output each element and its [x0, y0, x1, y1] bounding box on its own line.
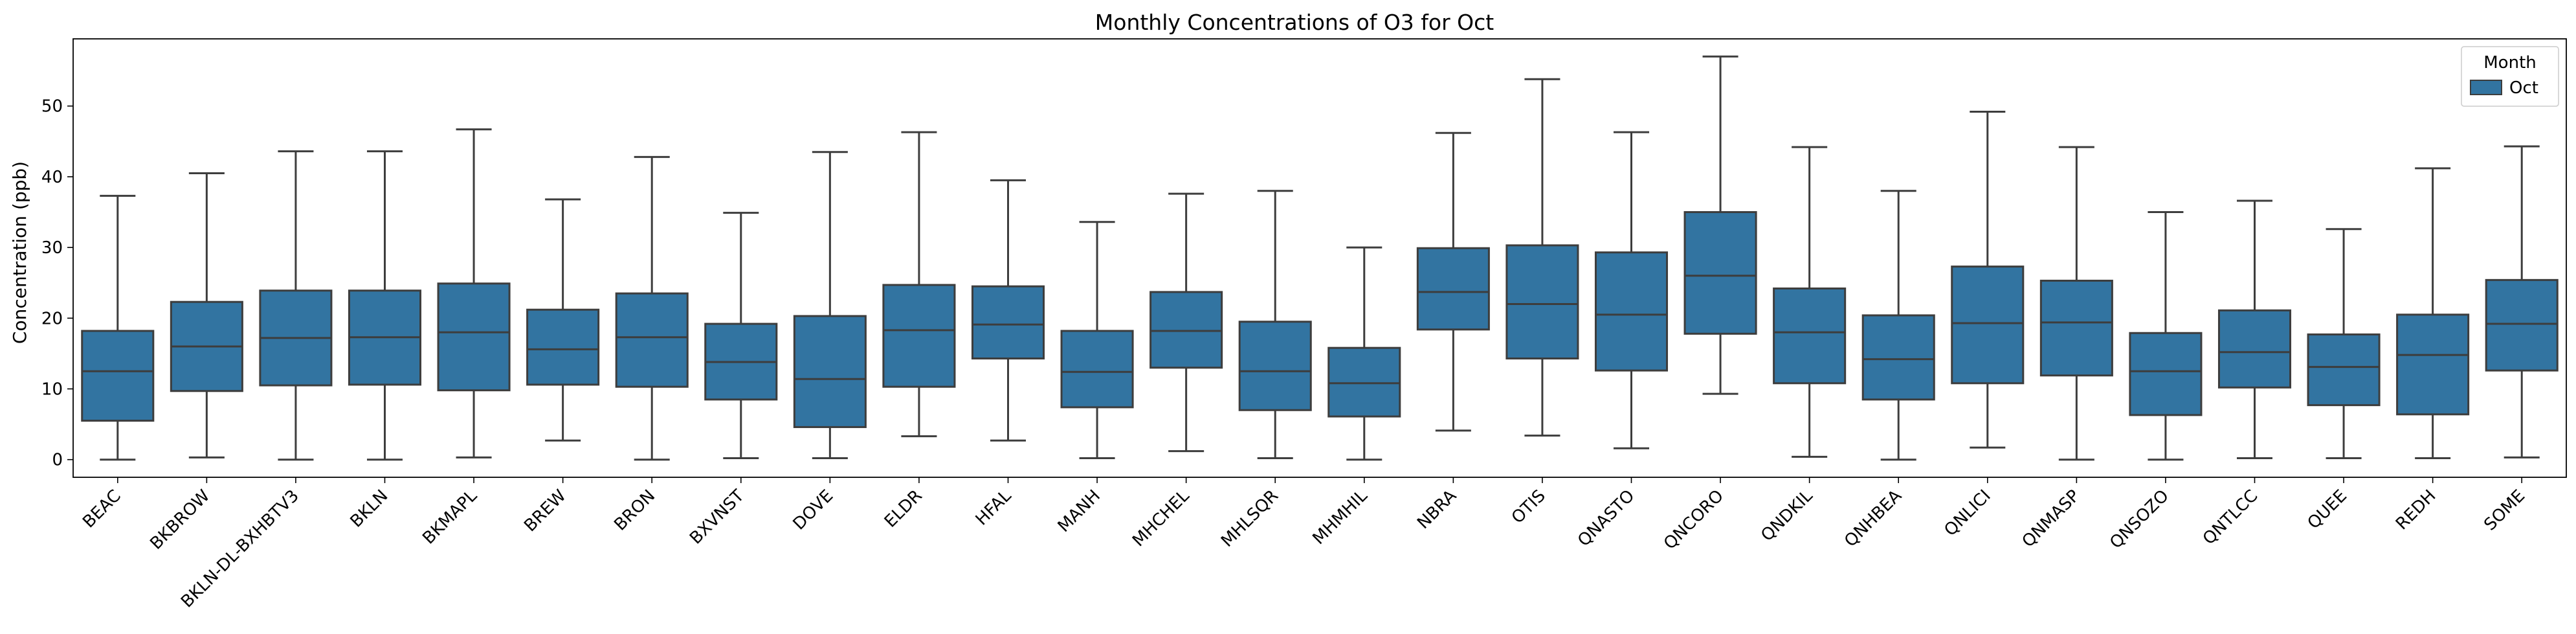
- x-tick-label: BKMAPL: [419, 486, 481, 548]
- iqr-box: [2307, 333, 2381, 407]
- box-bxvnst: [704, 212, 778, 460]
- x-tick-label: BRON: [610, 486, 659, 535]
- box-nbra: [1416, 131, 1490, 432]
- x-tick-label: MHLSQR: [1217, 486, 1282, 551]
- x-tick-label: BXVNST: [686, 486, 748, 549]
- box-qnsozo: [2129, 211, 2203, 461]
- iqr-box: [526, 308, 600, 386]
- iqr-box: [2217, 309, 2292, 389]
- iqr-box: [793, 315, 867, 428]
- y-tick-label: 30: [41, 238, 63, 258]
- x-tick-label: QNMASP: [2019, 486, 2084, 552]
- x-tick-label: REDH: [2392, 486, 2440, 534]
- box-qnhbea: [1861, 190, 1935, 461]
- y-tick-label: 0: [52, 451, 63, 470]
- box-eldr: [882, 131, 956, 438]
- iqr-box: [882, 284, 956, 388]
- x-tick-label: QNASTO: [1574, 486, 1638, 550]
- x-tick-label: DOVE: [790, 486, 838, 534]
- y-tick-label: 10: [41, 380, 63, 400]
- box-hfal: [971, 179, 1045, 442]
- iqr-box: [2039, 279, 2113, 377]
- iqr-box: [1416, 247, 1490, 331]
- iqr-box: [1238, 321, 1312, 411]
- box-mhlsqr: [1238, 190, 1312, 460]
- iqr-box: [1060, 330, 1134, 409]
- box-mhchel: [1149, 192, 1223, 453]
- box-manh: [1060, 221, 1134, 460]
- box-bkln-dl-bxhbtv3: [259, 150, 333, 461]
- iqr-box: [81, 330, 155, 422]
- x-tick-label: SOME: [2480, 486, 2529, 535]
- box-qncoro: [1683, 55, 1757, 395]
- iqr-box: [2396, 313, 2470, 416]
- x-tick-label: QNSOZO: [2106, 486, 2173, 553]
- iqr-box: [1505, 244, 1579, 360]
- legend-entry-label: Oct: [2509, 78, 2538, 98]
- chart-title: Monthly Concentrations of O3 for Oct: [1095, 10, 1494, 35]
- iqr-box: [1773, 287, 1847, 385]
- y-tick-label: 20: [41, 309, 63, 328]
- x-tick-label: QNLICI: [1940, 486, 1994, 540]
- box-bkbrow: [170, 172, 243, 459]
- box-qntlcc: [2217, 199, 2292, 460]
- x-tick-label: BEAC: [79, 486, 125, 532]
- x-tick-label: BREW: [520, 486, 570, 536]
- y-axis-title: Concentration (ppb): [9, 161, 30, 344]
- box-bkmapl: [437, 128, 511, 459]
- legend-title: Month: [2483, 53, 2537, 73]
- x-tick-label: MHCHEL: [1129, 486, 1194, 550]
- iqr-box: [1327, 346, 1401, 418]
- x-tick-label: QNTLCC: [2199, 486, 2262, 549]
- box-some: [2485, 145, 2559, 459]
- legend: Month Oct: [2461, 46, 2559, 107]
- x-tick-label: ELDR: [881, 486, 926, 532]
- box-qnlici: [1951, 110, 2025, 449]
- box-dove: [793, 151, 867, 460]
- box-brew: [526, 198, 600, 442]
- iqr-box: [615, 292, 689, 388]
- box-qnmasp: [2039, 146, 2113, 461]
- iqr-box: [437, 282, 511, 392]
- x-tick-label: NBRA: [1414, 486, 1460, 533]
- iqr-box: [2129, 332, 2203, 416]
- box-quee: [2307, 228, 2381, 460]
- box-qndkil: [1773, 146, 1847, 458]
- iqr-box: [1594, 251, 1669, 372]
- axes-frame: [72, 38, 2567, 478]
- x-tick-label: QNHBEA: [1841, 486, 1905, 551]
- x-tick-label: BKLN: [347, 486, 392, 532]
- y-tick-label: 50: [41, 97, 63, 117]
- box-redh: [2396, 167, 2470, 460]
- y-tick-label: 40: [41, 168, 63, 187]
- box-qnasto: [1594, 131, 1669, 449]
- box-beac: [81, 194, 155, 461]
- box-otis: [1505, 78, 1579, 437]
- iqr-box: [1861, 314, 1935, 401]
- iqr-box: [2485, 278, 2559, 372]
- x-tick-label: HFAL: [972, 486, 1016, 529]
- x-tick-label: QNCORO: [1660, 486, 1727, 554]
- x-tick-label: QUEE: [2304, 486, 2351, 533]
- x-tick-label: QNDKIL: [1757, 486, 1817, 545]
- iqr-box: [1951, 266, 2025, 385]
- x-tick-label: MANH: [1054, 486, 1104, 536]
- box-bkln: [348, 150, 422, 461]
- box-mhmhil: [1327, 246, 1401, 461]
- legend-swatch: [2470, 80, 2502, 95]
- iqr-box: [1149, 291, 1223, 369]
- iqr-box: [1683, 211, 1757, 335]
- box-bron: [615, 155, 689, 461]
- x-tick-label: OTIS: [1508, 486, 1549, 528]
- x-tick-label: BKBROW: [146, 486, 214, 554]
- x-tick-label: MHMHIL: [1309, 486, 1371, 549]
- iqr-box: [971, 285, 1045, 360]
